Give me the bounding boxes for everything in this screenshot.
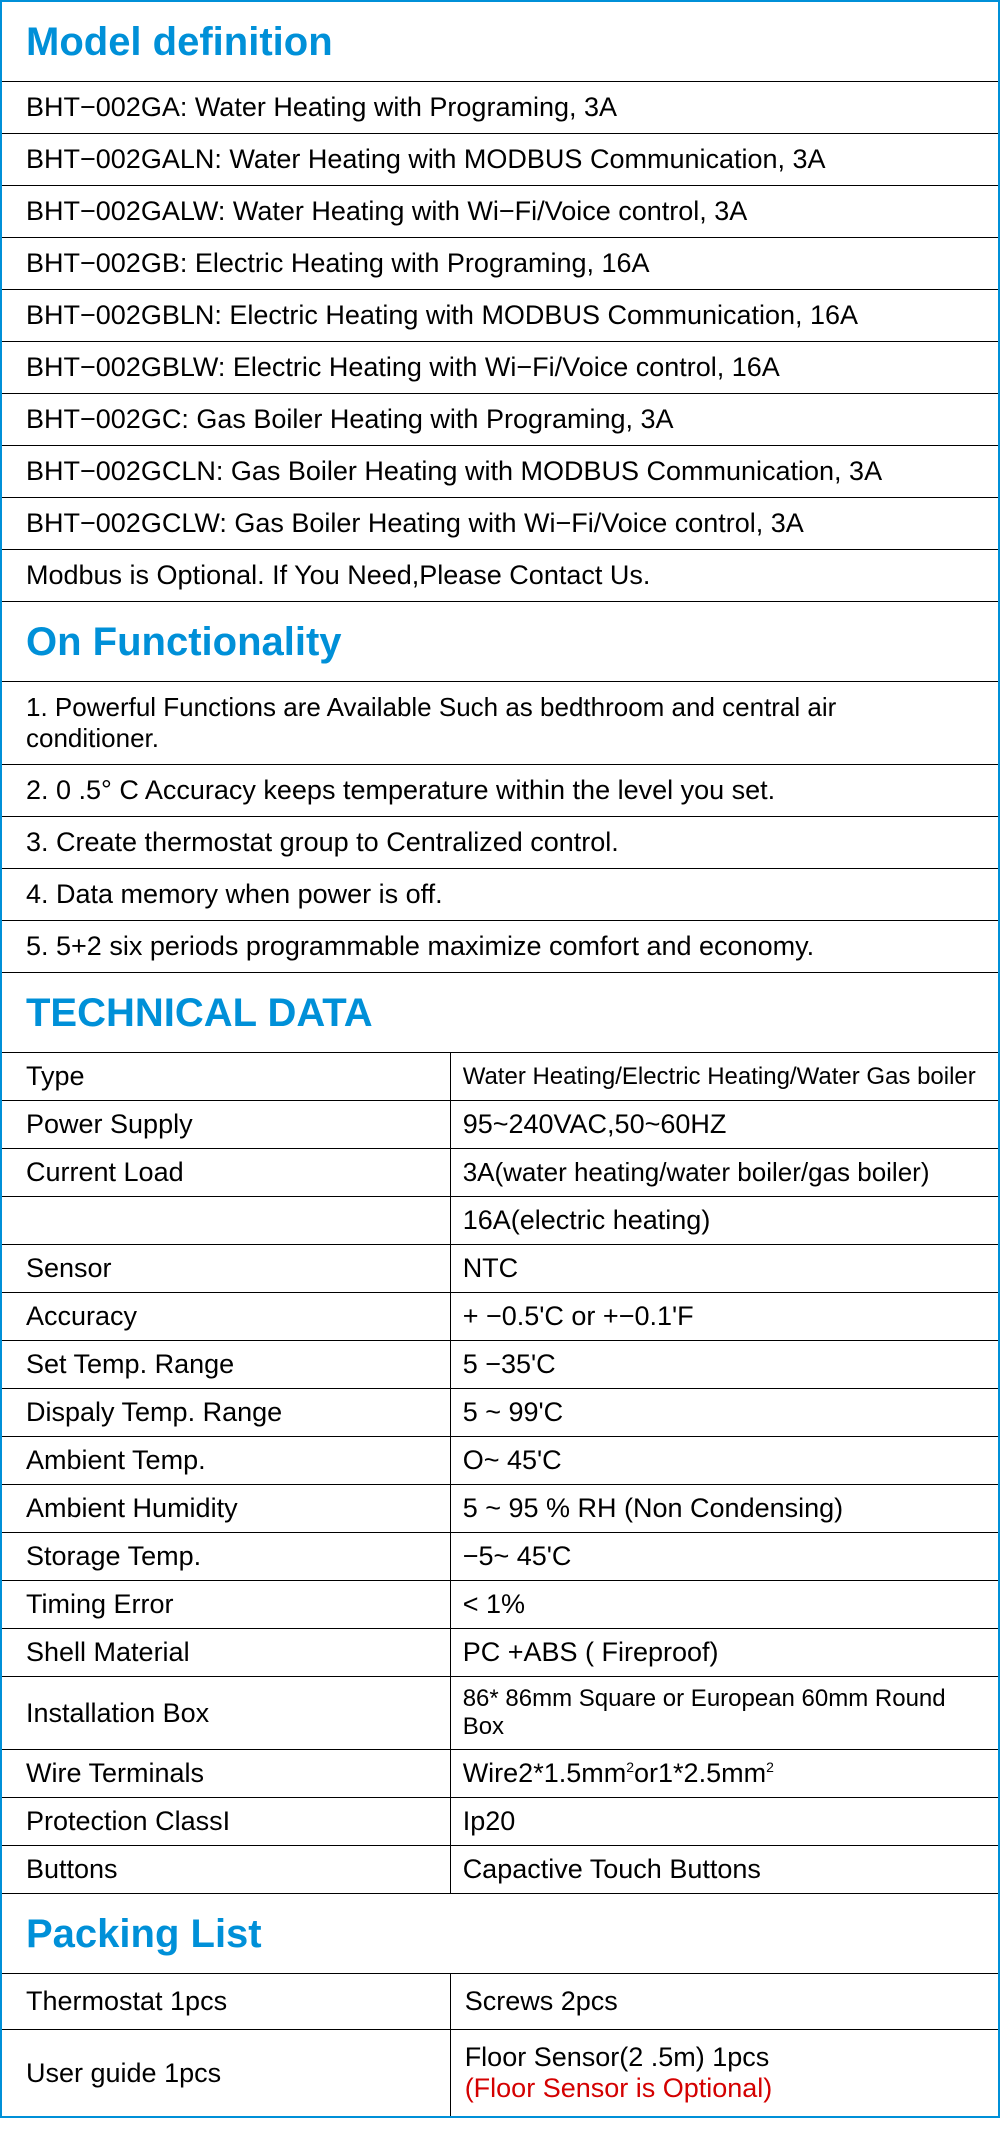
packing-table: Thermostat 1pcs Screws 2pcs User guide 1… <box>2 1973 998 2116</box>
spec-sheet: Model definition BHT−002GA: Water Heatin… <box>0 0 1000 2118</box>
table-row: 16A(electric heating) <box>2 1197 998 1245</box>
model-row: BHT−002GA: Water Heating with Programing… <box>2 81 998 133</box>
tech-value: −5~ 45'C <box>450 1533 998 1581</box>
model-row: BHT−002GCLN: Gas Boiler Heating with MOD… <box>2 445 998 497</box>
tech-label: Sensor <box>2 1245 450 1293</box>
table-row: Installation Box86* 86mm Square or Europ… <box>2 1677 998 1750</box>
model-row: BHT−002GB: Electric Heating with Program… <box>2 237 998 289</box>
tech-label <box>2 1197 450 1245</box>
table-row: Wire TerminalsWire2*1.5mm2or1*2.5mm2 <box>2 1750 998 1798</box>
tech-label: Ambient Humidity <box>2 1485 450 1533</box>
tech-label: Timing Error <box>2 1581 450 1629</box>
tech-value: < 1% <box>450 1581 998 1629</box>
pack-left: Thermostat 1pcs <box>2 1974 450 2030</box>
tech-value: Wire2*1.5mm2or1*2.5mm2 <box>450 1750 998 1798</box>
tech-label: Buttons <box>2 1846 450 1894</box>
tech-value: 86* 86mm Square or European 60mm Round B… <box>450 1677 998 1750</box>
tech-label: Type <box>2 1053 450 1101</box>
tech-value: 5 −35'C <box>450 1341 998 1389</box>
tech-label: Protection ClassI <box>2 1798 450 1846</box>
tech-value: 3A(water heating/water boiler/gas boiler… <box>450 1149 998 1197</box>
tech-label: Installation Box <box>2 1677 450 1750</box>
model-row: BHT−002GALW: Water Heating with Wi−Fi/Vo… <box>2 185 998 237</box>
functionality-list: 1. Powerful Functions are Available Such… <box>2 681 998 972</box>
tech-value: Ip20 <box>450 1798 998 1846</box>
tech-value: 95~240VAC,50~60HZ <box>450 1101 998 1149</box>
table-row: Dispaly Temp. Range5 ~ 99'C <box>2 1389 998 1437</box>
tech-label: Wire Terminals <box>2 1750 450 1798</box>
table-row: Accuracy+ −0.5'C or +−0.1'F <box>2 1293 998 1341</box>
tech-label: Current Load <box>2 1149 450 1197</box>
model-row: BHT−002GCLW: Gas Boiler Heating with Wi−… <box>2 497 998 549</box>
table-row: Thermostat 1pcs Screws 2pcs <box>2 1974 998 2030</box>
functionality-row: 2. 0 .5° C Accuracy keeps temperature wi… <box>2 764 998 816</box>
tech-value: PC +ABS ( Fireproof) <box>450 1629 998 1677</box>
tech-label: Set Temp. Range <box>2 1341 450 1389</box>
model-row: BHT−002GALN: Water Heating with MODBUS C… <box>2 133 998 185</box>
pack-right: Screws 2pcs <box>450 1974 998 2030</box>
model-row: BHT−002GBLW: Electric Heating with Wi−Fi… <box>2 341 998 393</box>
tech-label: Dispaly Temp. Range <box>2 1389 450 1437</box>
tech-value: Capactive Touch Buttons <box>450 1846 998 1894</box>
floor-sensor-optional: (Floor Sensor is Optional) <box>465 2073 773 2103</box>
table-row: Current Load3A(water heating/water boile… <box>2 1149 998 1197</box>
tech-value: 5 ~ 95 % RH (Non Condensing) <box>450 1485 998 1533</box>
tech-value: Water Heating/Electric Heating/Water Gas… <box>450 1053 998 1101</box>
table-row: Ambient Temp.O~ 45'C <box>2 1437 998 1485</box>
tech-value: 5 ~ 99'C <box>450 1389 998 1437</box>
packing-title: Packing List <box>2 1893 998 1973</box>
functionality-row: 4. Data memory when power is off. <box>2 868 998 920</box>
pack-right: Floor Sensor(2 .5m) 1pcs (Floor Sensor i… <box>450 2030 998 2117</box>
model-definition-list: BHT−002GA: Water Heating with Programing… <box>2 81 998 601</box>
table-row: Ambient Humidity5 ~ 95 % RH (Non Condens… <box>2 1485 998 1533</box>
tech-value: O~ 45'C <box>450 1437 998 1485</box>
table-row: TypeWater Heating/Electric Heating/Water… <box>2 1053 998 1101</box>
table-row: Timing Error< 1% <box>2 1581 998 1629</box>
technical-table: TypeWater Heating/Electric Heating/Water… <box>2 1052 998 1893</box>
table-row: Set Temp. Range5 −35'C <box>2 1341 998 1389</box>
tech-value: + −0.5'C or +−0.1'F <box>450 1293 998 1341</box>
functionality-row: 3. Create thermostat group to Centralize… <box>2 816 998 868</box>
functionality-row: 1. Powerful Functions are Available Such… <box>2 681 998 764</box>
model-row: BHT−002GBLN: Electric Heating with MODBU… <box>2 289 998 341</box>
table-row: Shell MaterialPC +ABS ( Fireproof) <box>2 1629 998 1677</box>
functionality-row: 5. 5+2 six periods programmable maximize… <box>2 920 998 972</box>
tech-label: Ambient Temp. <box>2 1437 450 1485</box>
tech-label: Accuracy <box>2 1293 450 1341</box>
tech-label: Storage Temp. <box>2 1533 450 1581</box>
tech-value: NTC <box>450 1245 998 1293</box>
model-definition-title: Model definition <box>2 2 998 81</box>
table-row: User guide 1pcs Floor Sensor(2 .5m) 1pcs… <box>2 2030 998 2117</box>
tech-value: 16A(electric heating) <box>450 1197 998 1245</box>
floor-sensor-text: Floor Sensor(2 .5m) 1pcs <box>465 2042 770 2072</box>
tech-label: Power Supply <box>2 1101 450 1149</box>
table-row: Protection ClassIIp20 <box>2 1798 998 1846</box>
table-row: SensorNTC <box>2 1245 998 1293</box>
technical-title: TECHNICAL DATA <box>2 972 998 1052</box>
model-row: BHT−002GC: Gas Boiler Heating with Progr… <box>2 393 998 445</box>
functionality-title: On Functionality <box>2 601 998 681</box>
table-row: ButtonsCapactive Touch Buttons <box>2 1846 998 1894</box>
table-row: Power Supply95~240VAC,50~60HZ <box>2 1101 998 1149</box>
pack-left: User guide 1pcs <box>2 2030 450 2117</box>
model-row: Modbus is Optional. If You Need,Please C… <box>2 549 998 601</box>
table-row: Storage Temp.−5~ 45'C <box>2 1533 998 1581</box>
tech-label: Shell Material <box>2 1629 450 1677</box>
